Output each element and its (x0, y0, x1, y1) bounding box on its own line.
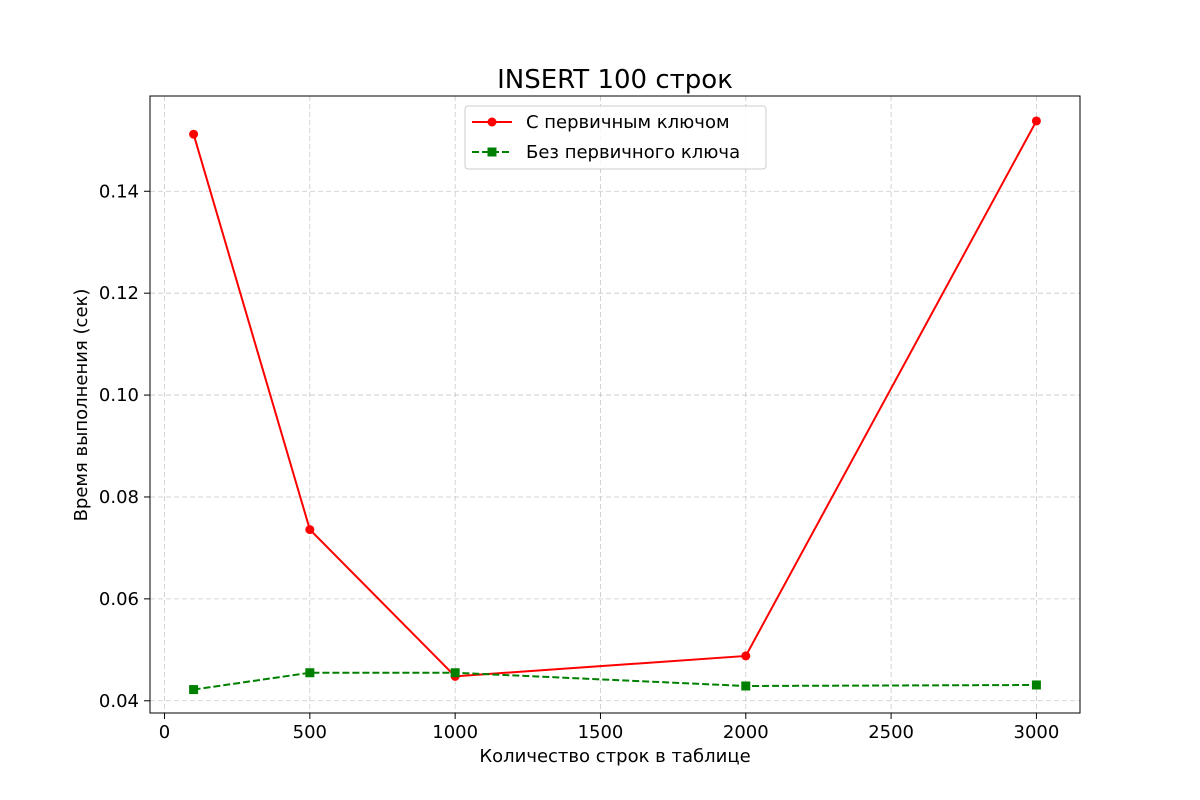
legend-marker (487, 147, 497, 157)
chart-title: INSERT 100 строк (497, 65, 733, 95)
x-tick-label: 1500 (578, 722, 624, 743)
y-tick-label: 0.04 (99, 691, 139, 712)
y-axis-label: Время выполнения (сек) (71, 289, 92, 522)
y-tick-label: 0.06 (99, 589, 139, 610)
legend-label: С первичным ключом (526, 112, 730, 133)
series-1-point (1031, 116, 1041, 126)
y-tick-label: 0.08 (99, 487, 139, 508)
plot-frame (149, 95, 1081, 714)
series-2-point (305, 668, 315, 678)
x-tick-label: 0 (159, 722, 170, 743)
series-1-point (305, 525, 315, 535)
x-tick-label: 2000 (723, 722, 769, 743)
y-tick-label: 0.12 (99, 283, 139, 304)
series-layer (189, 116, 1041, 695)
grid (150, 96, 1080, 713)
x-tick-label: 3000 (1014, 722, 1060, 743)
legend-label: Без первичного ключа (526, 142, 740, 163)
legend-items: С первичным ключом Без первичного ключа (472, 112, 740, 163)
series-2-point (450, 668, 460, 678)
series-2-point (741, 681, 751, 691)
series-1-point (189, 129, 199, 139)
ticks: 0 500 1000 1500 2000 2500 3000 0.04 0.06 0.08 0.10… (99, 181, 1059, 743)
legend: С первичным ключом Без первичного ключа (464, 105, 767, 170)
x-tick-label: 1000 (432, 722, 478, 743)
y-tick-label: 0.14 (99, 181, 139, 202)
x-tick-label: 500 (293, 722, 327, 743)
series-1-point (741, 651, 751, 661)
series-2-point (1031, 680, 1041, 690)
y-tick-label: 0.10 (99, 385, 139, 406)
legend-marker (487, 117, 497, 127)
x-axis-label: Количество строк в таблице (479, 746, 750, 767)
legend-frame (464, 105, 767, 170)
x-tick-label: 2500 (868, 722, 914, 743)
series-2-point (189, 685, 199, 695)
